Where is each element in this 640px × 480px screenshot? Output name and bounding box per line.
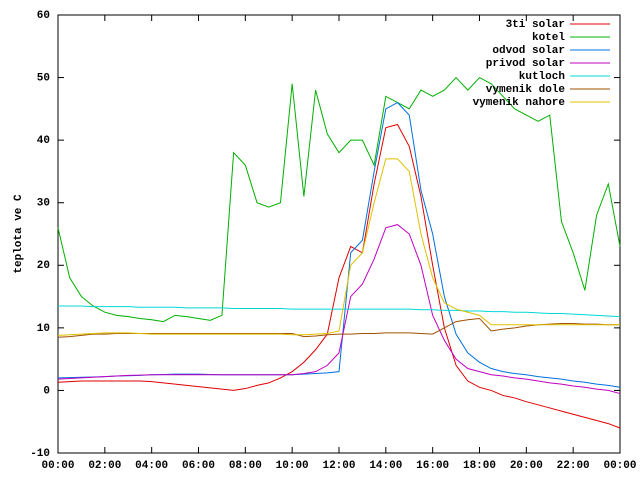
x-tick-label: 22:00 — [557, 460, 590, 472]
series-line — [57, 158, 620, 336]
x-tick-label: 12:00 — [322, 460, 355, 472]
y-tick-label: 40 — [37, 135, 50, 147]
legend-label: vymenik nahore — [473, 97, 566, 109]
legend-label: 3ti solar — [506, 19, 565, 31]
legend-label: kutloch — [519, 71, 565, 83]
x-tick-label: 02:00 — [88, 460, 121, 472]
x-tick-label: 08:00 — [229, 460, 262, 472]
legend-label: privod solar — [486, 58, 565, 70]
y-tick-label: 20 — [37, 260, 50, 272]
y-tick-label: 10 — [37, 323, 50, 335]
x-tick-label: 06:00 — [182, 460, 215, 472]
legend-label: vymenik dole — [486, 84, 566, 96]
series-line — [57, 224, 621, 395]
x-tick-label: 00:00 — [603, 460, 636, 472]
y-tick-label: 50 — [37, 72, 50, 84]
x-tick-label: 18:00 — [463, 460, 496, 472]
y-tick-label: 0 — [43, 385, 50, 397]
y-tick-label: 30 — [37, 198, 50, 210]
legend-label: kotel — [532, 32, 565, 44]
series-line — [57, 101, 621, 388]
x-tick-label: 00:00 — [41, 460, 74, 472]
x-tick-label: 04:00 — [135, 460, 168, 472]
x-tick-label: 20:00 — [510, 460, 543, 472]
series-line — [57, 123, 621, 429]
series-line — [57, 76, 621, 323]
x-tick-label: 10:00 — [276, 460, 309, 472]
x-tick-label: 14:00 — [369, 460, 402, 472]
y-tick-label: 60 — [37, 10, 50, 22]
x-tick-label: 16:00 — [416, 460, 449, 472]
series-line — [58, 305, 621, 318]
y-axis-label: teplota ve C — [13, 194, 25, 274]
series-line — [57, 317, 620, 338]
legend-label: odvod solar — [492, 45, 565, 57]
y-tick-label: -10 — [30, 448, 50, 460]
